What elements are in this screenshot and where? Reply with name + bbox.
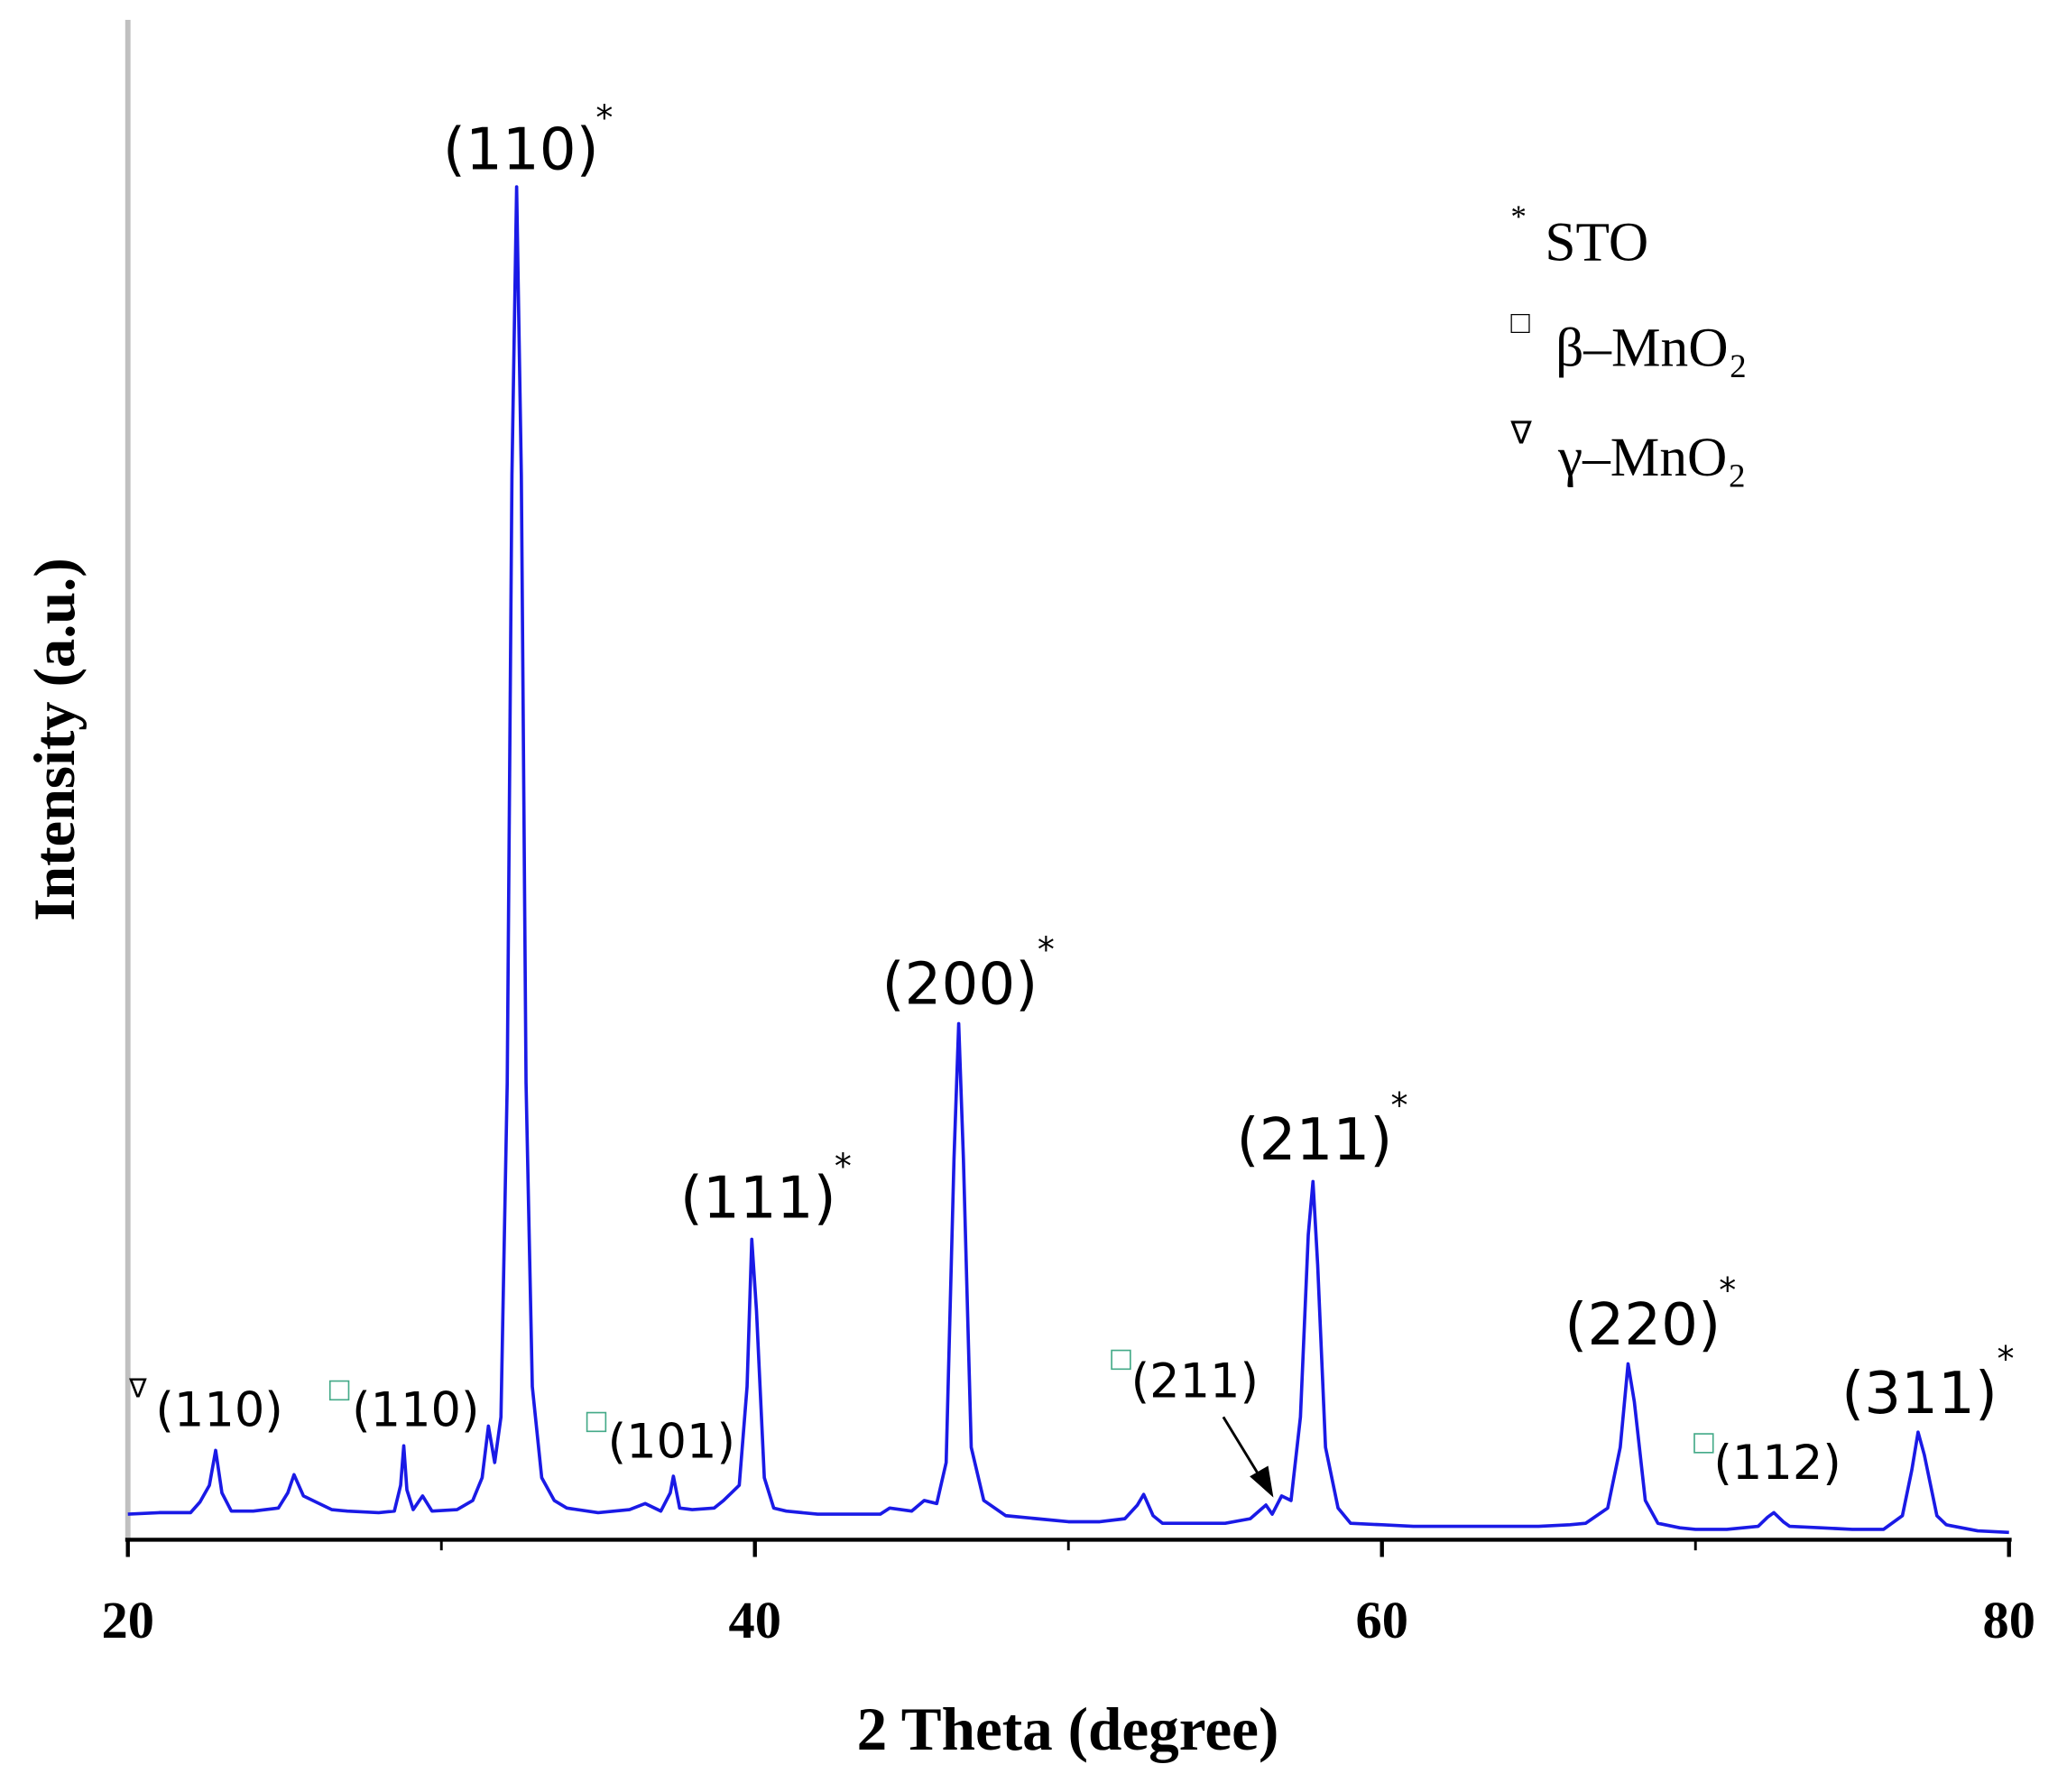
peak-mark: * — [595, 97, 613, 137]
peak-label: (200) — [881, 950, 1038, 1018]
legend-symbol: ∇ — [1509, 416, 1532, 451]
data-line — [127, 185, 2009, 1535]
legend-label: γ–MnO₂ — [1557, 427, 1747, 488]
annotation-arrow — [1222, 1416, 1264, 1483]
peak-symbol: ∇ — [128, 1372, 147, 1403]
peak-mark: * — [1719, 1270, 1736, 1310]
peak-label: (110) — [443, 115, 599, 183]
legend-symbol: □ — [1510, 305, 1530, 340]
peak-label: (211) — [1131, 1353, 1259, 1409]
y-axis-title: Intensity (a.u.) — [23, 558, 87, 920]
legend-label: STO — [1545, 211, 1648, 272]
x-tick-label: 80 — [1982, 1591, 2035, 1649]
x-axis-title: 2 Theta (degree) — [857, 1695, 1279, 1763]
annotation-arrowhead — [1250, 1465, 1274, 1498]
peak-label: (220) — [1564, 1291, 1721, 1359]
peak-mark: * — [835, 1146, 852, 1186]
legend-label: β–MnO₂ — [1555, 317, 1748, 378]
peak-symbol: □ — [584, 1405, 609, 1436]
peak-label: (101) — [608, 1415, 735, 1470]
x-tick-label: 60 — [1355, 1591, 1407, 1649]
peak-label: (211) — [1237, 1106, 1393, 1174]
peak-label: (110) — [352, 1383, 479, 1438]
peak-symbol: □ — [1692, 1426, 1717, 1456]
peak-mark: * — [1038, 929, 1055, 969]
peak-label: (311) — [1841, 1360, 1998, 1427]
peak-label: (112) — [1713, 1436, 1841, 1491]
peak-label: (110) — [155, 1383, 282, 1438]
peak-mark: * — [1390, 1085, 1407, 1125]
peak-symbol: □ — [327, 1372, 352, 1403]
peak-mark: * — [1998, 1339, 2015, 1379]
legend-symbol: * — [1510, 199, 1527, 235]
x-tick-label: 40 — [729, 1591, 781, 1649]
peak-symbol: □ — [1109, 1343, 1134, 1373]
x-tick-label: 20 — [102, 1591, 154, 1649]
peak-label: (111) — [680, 1164, 836, 1232]
